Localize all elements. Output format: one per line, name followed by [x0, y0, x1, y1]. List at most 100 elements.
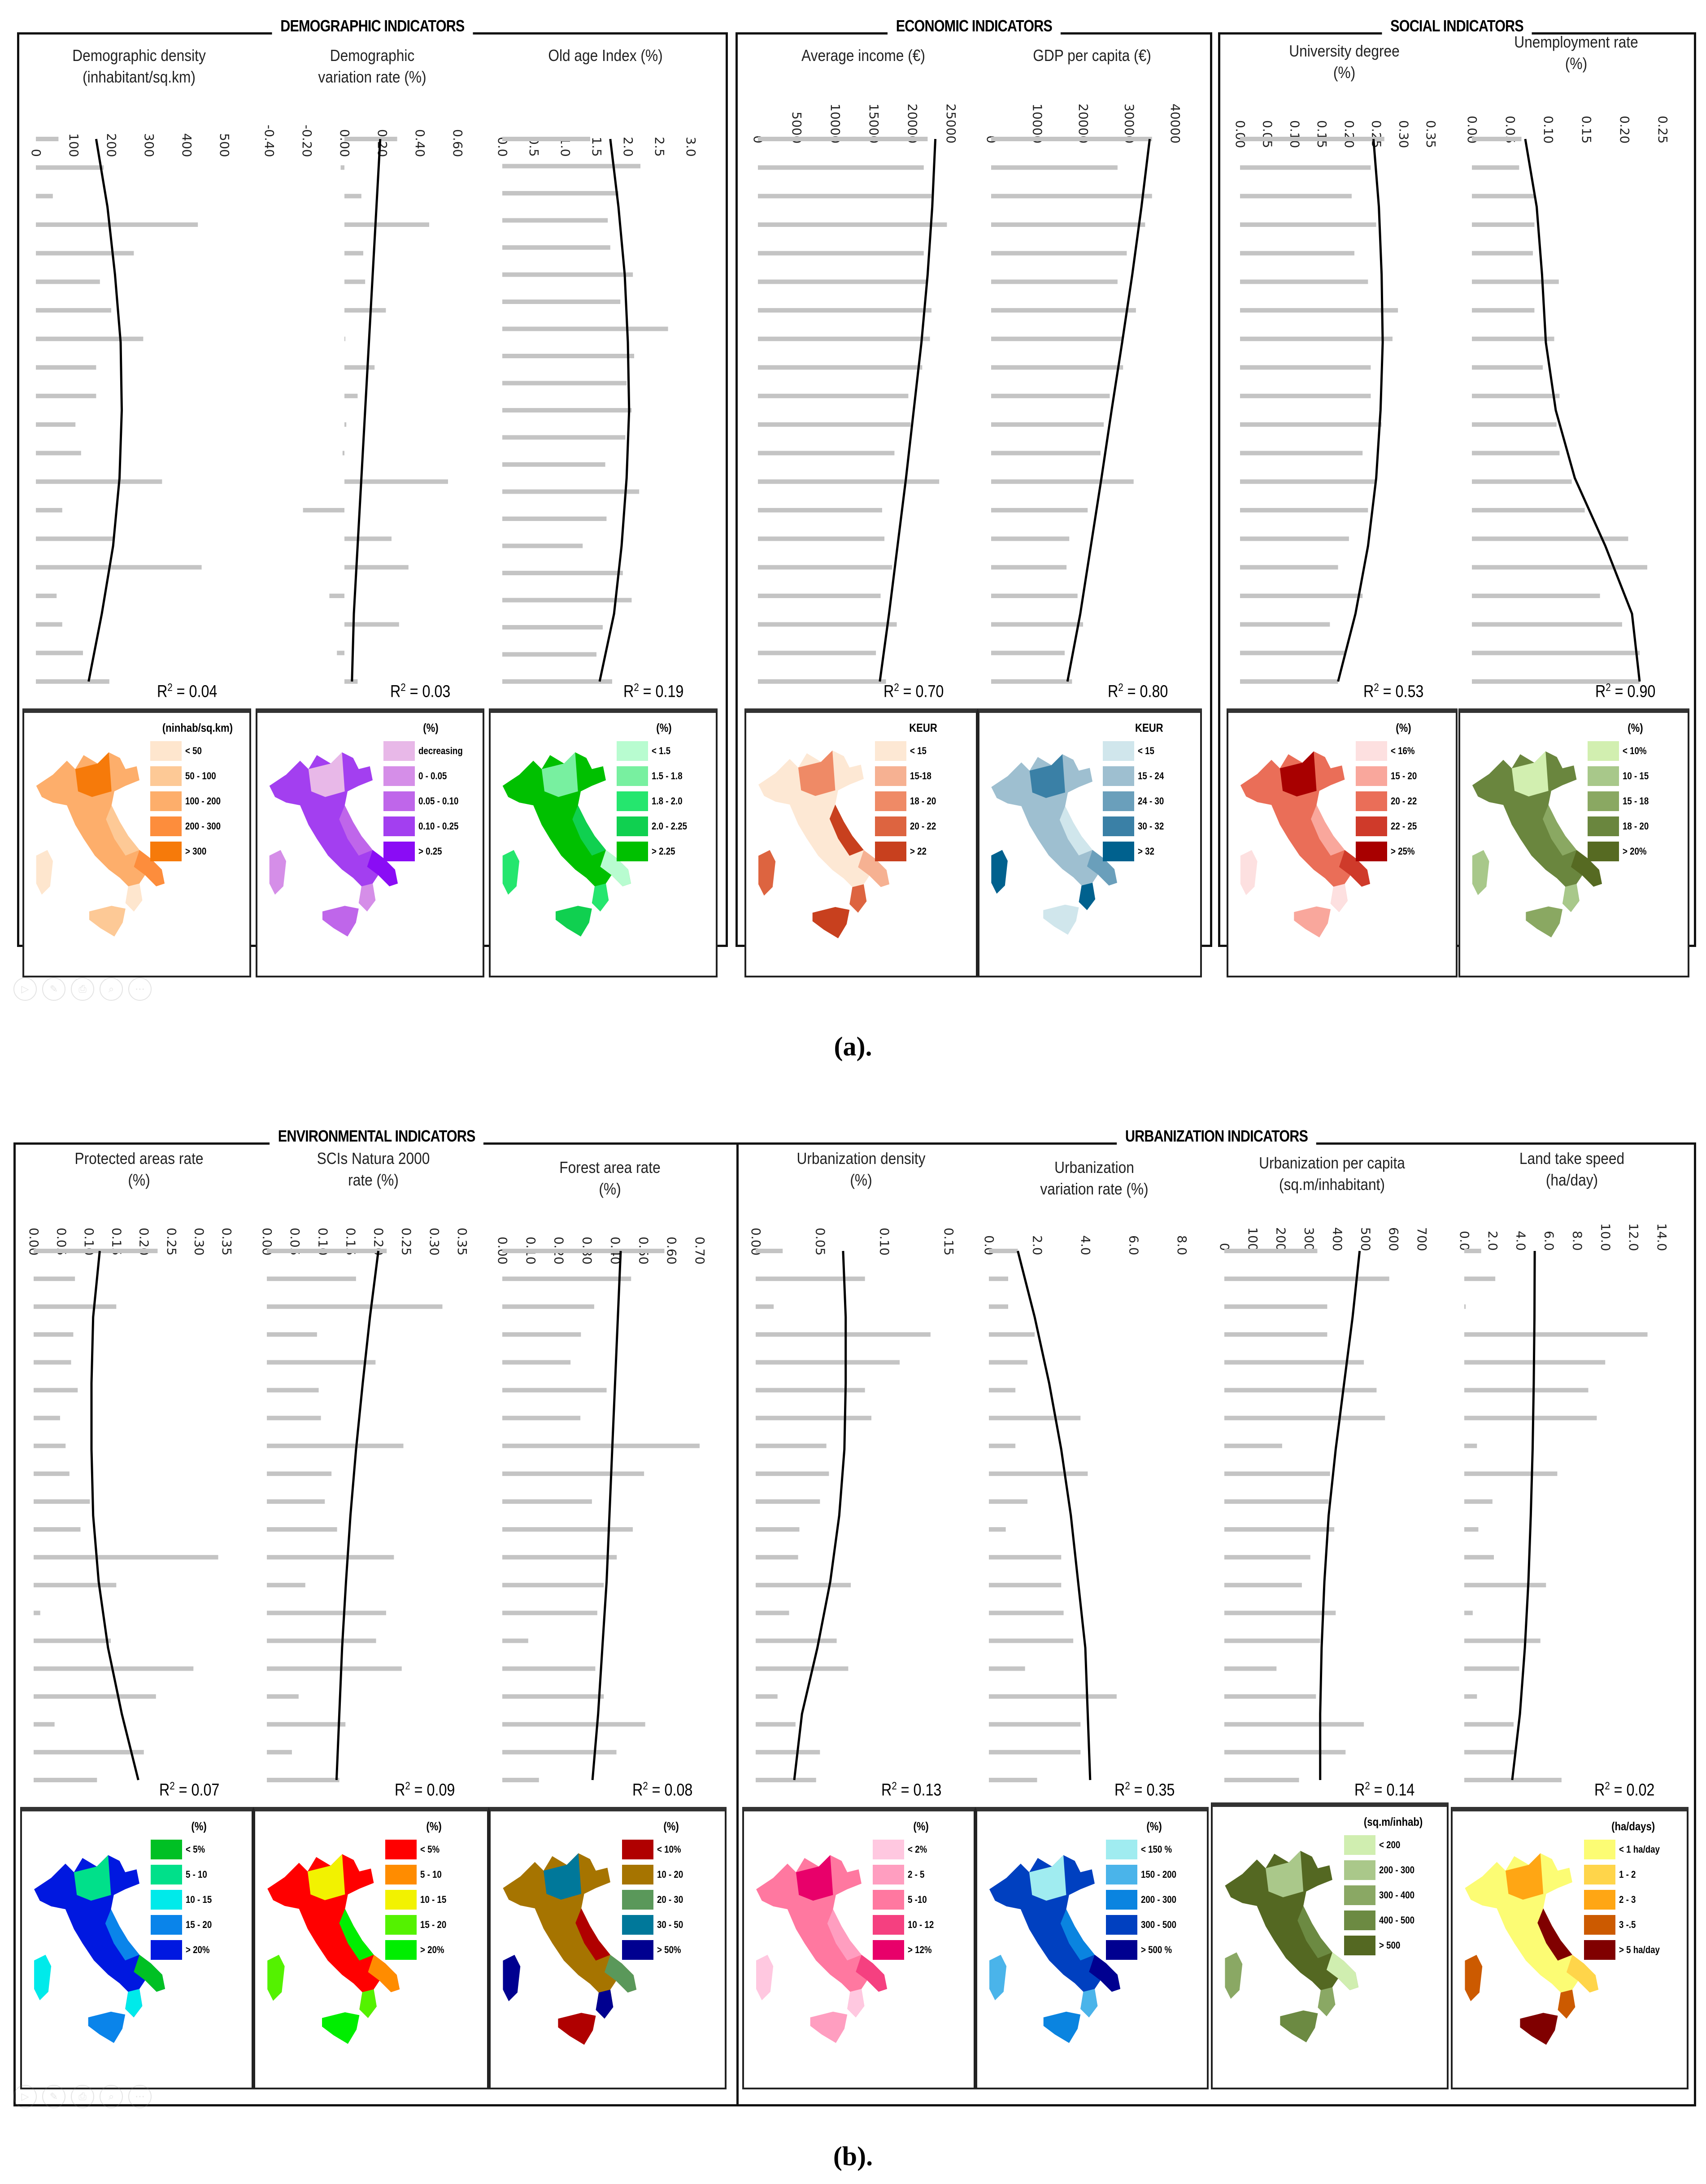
legend-title: (%) — [1628, 721, 1643, 734]
legend-item: 10 - 15 — [385, 1889, 483, 1910]
legend-label: < 1 ha/day — [1619, 1844, 1660, 1855]
legend-item: 18 - 20 — [1588, 816, 1683, 837]
pencil-icon[interactable]: ✎ — [42, 2085, 65, 2108]
bar — [267, 1415, 321, 1420]
bar — [1464, 1638, 1541, 1643]
choropleth-map-urb_density: (%) < 2% 2 - 5 5 -10 10 - 12 > 12% — [742, 1807, 975, 2089]
legend-item: 5 -10 — [872, 1889, 969, 1910]
bar — [1464, 1555, 1494, 1560]
bar — [34, 1388, 78, 1393]
bar — [34, 1583, 117, 1588]
map-legend: (%) < 150 % 150 - 200 200 - 300 300 - 500 > 5… — [1105, 1819, 1202, 1964]
x-axis-ticks: 0.00 0.05 0.10 0.15 0.20 0.25 0.30 0.35 — [25, 1202, 253, 1255]
tick-label: 0 — [29, 149, 44, 157]
legend-label: 10 - 15 — [1623, 770, 1649, 782]
more-icon[interactable]: ⋯ — [128, 2085, 152, 2108]
legend-swatch — [150, 1890, 182, 1910]
legend-label: 1.5 - 1.8 — [652, 770, 683, 782]
bar — [1464, 1277, 1496, 1281]
legend-item: 15 - 24 — [1103, 765, 1196, 787]
search-icon[interactable]: ⌕ — [100, 977, 123, 1001]
chart-title: Land take speed (ha/day) — [1519, 1149, 1625, 1189]
legend-item: < 5% — [150, 1839, 247, 1860]
bar — [991, 536, 1070, 541]
bar — [344, 422, 347, 427]
print-icon[interactable]: ⎙ — [71, 2085, 94, 2108]
legend-item: 22 - 25 — [1356, 816, 1451, 837]
bar-plot — [1231, 135, 1458, 686]
bar — [758, 593, 881, 598]
bar — [1464, 1304, 1466, 1309]
tick-label: 0.20 — [1617, 115, 1632, 143]
tick-label: 0.10 — [877, 1227, 892, 1255]
map-legend: (%) < 5% 5 - 10 10 - 15 15 - 20 > 20% — [150, 1819, 247, 1964]
bar — [502, 1304, 594, 1309]
tick-label: 300 — [142, 133, 157, 157]
play-icon[interactable]: ▷ — [13, 2085, 37, 2108]
bar — [991, 308, 1136, 313]
legend-swatch — [383, 816, 415, 836]
bar — [502, 408, 632, 412]
legend-swatch — [383, 842, 415, 861]
legend-item: 400 - 500 — [1344, 1910, 1442, 1931]
bar — [502, 679, 612, 684]
bar — [1240, 651, 1346, 656]
group-title-demographic: DEMOGRAPHIC INDICATORS — [272, 17, 473, 35]
bar-plot — [980, 1246, 1209, 1785]
italy-map-icon — [1225, 1850, 1359, 2043]
bar — [1472, 622, 1622, 627]
pencil-icon[interactable]: ✎ — [42, 977, 65, 1001]
bar — [1472, 593, 1600, 598]
map-legend: (%) < 2% 2 - 5 5 -10 10 - 12 > 12% — [872, 1819, 969, 1964]
legend-swatch — [1356, 791, 1388, 811]
legend-label: 0.05 - 0.10 — [418, 795, 459, 807]
bar — [1240, 251, 1354, 256]
tick-label: 4.0 — [1078, 1235, 1093, 1255]
bar — [1472, 308, 1535, 313]
tick-label: 0.30 — [191, 1227, 207, 1255]
tick-label: 300 — [1301, 1227, 1317, 1251]
legend-label: 15 - 20 — [420, 1919, 447, 1930]
legend-item: 10 - 20 — [622, 1864, 720, 1885]
bar — [1224, 1750, 1346, 1754]
legend-item: 10 - 15 — [1588, 765, 1683, 787]
legend-title: (sq.m/inhab) — [1363, 1815, 1423, 1828]
legend-label: 1 - 2 — [1619, 1869, 1636, 1880]
group-title-environmental: ENVIRONMENTAL INDICATORS — [270, 1127, 484, 1146]
bar-plot — [25, 1246, 253, 1785]
legend-swatch — [1105, 1890, 1137, 1910]
legend-swatch — [150, 1940, 182, 1960]
bar — [344, 536, 392, 541]
chart-title: Demographic variation rate (%) — [318, 46, 426, 86]
viewer-toolbar-top[interactable]: ▷ ✎ ⎙ ⌕ ⋯ — [13, 977, 152, 1001]
tick-label: 10.0 — [1598, 1223, 1613, 1251]
legend-title: (%) — [656, 721, 672, 734]
play-icon[interactable]: ▷ — [13, 977, 37, 1001]
bar — [1240, 451, 1363, 456]
bar — [344, 679, 358, 684]
trend-curve — [1337, 139, 1384, 682]
legend-label: < 1.5 — [652, 745, 671, 756]
legend-label: 10 - 15 — [185, 1894, 212, 1905]
legend-swatch — [872, 1940, 904, 1960]
bar — [989, 1249, 1018, 1253]
bar — [991, 622, 1083, 627]
italy-map-icon — [756, 1855, 888, 2043]
more-icon[interactable]: ⋯ — [128, 977, 152, 1001]
legend-item: 50 - 100 — [150, 765, 245, 787]
legend-label: 150 - 200 — [1140, 1869, 1176, 1880]
bar — [34, 1499, 90, 1504]
legend-label: 5 - 10 — [185, 1869, 207, 1880]
bar — [989, 1388, 1016, 1393]
legend-swatch — [617, 766, 648, 786]
viewer-toolbar-bottom[interactable]: ▷ ✎ ⎙ ⌕ ⋯ — [13, 2085, 152, 2108]
legend-swatch — [150, 816, 182, 836]
bar — [758, 451, 895, 456]
print-icon[interactable]: ⎙ — [71, 977, 94, 1001]
legend-swatch — [1588, 766, 1619, 786]
bar — [1464, 1611, 1473, 1615]
r-squared-label: R2 = 0.19 — [623, 682, 684, 701]
search-icon[interactable]: ⌕ — [100, 2085, 123, 2108]
bar — [337, 651, 344, 656]
legend-swatch — [383, 791, 415, 811]
